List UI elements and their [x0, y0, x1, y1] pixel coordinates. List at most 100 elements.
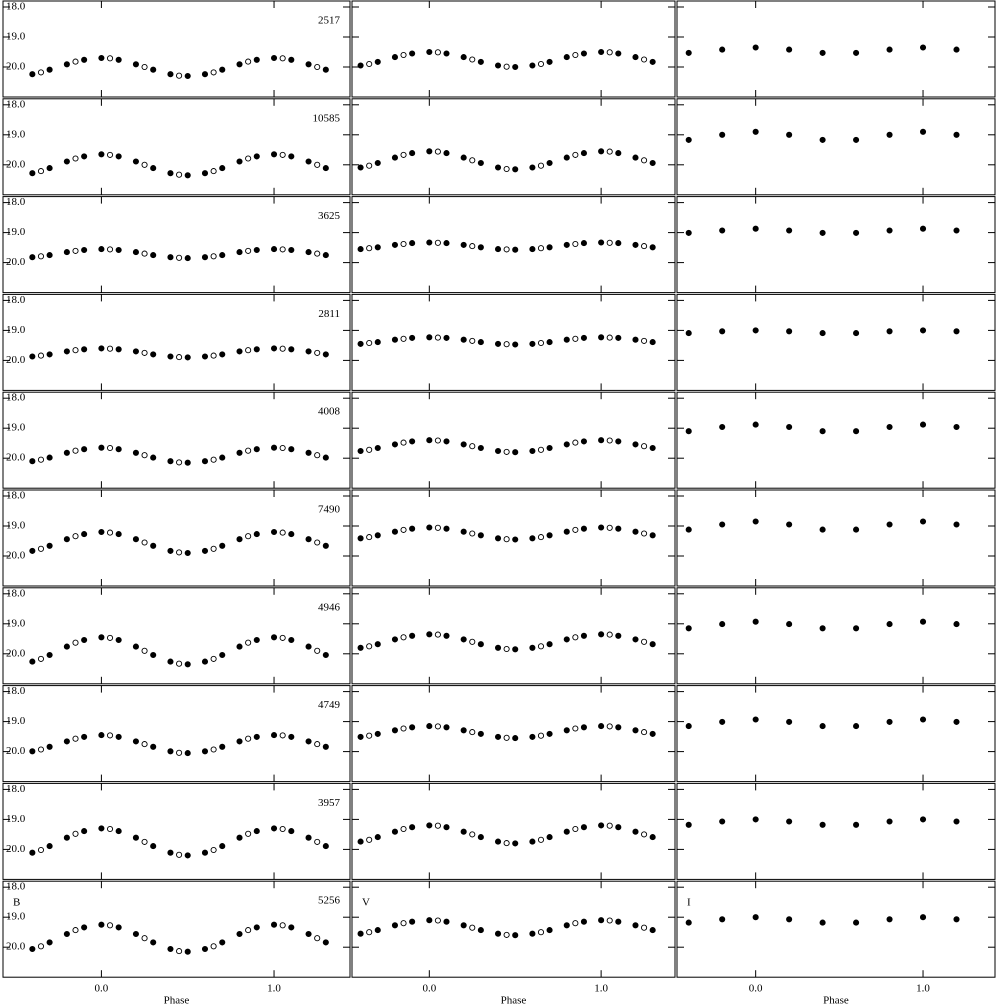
data-point — [167, 353, 174, 360]
data-point — [460, 154, 467, 161]
data-point — [374, 927, 381, 934]
data-point — [494, 535, 502, 542]
data-point — [786, 423, 793, 431]
data-point — [81, 828, 88, 835]
data-point — [141, 741, 148, 748]
band-label: V — [362, 897, 370, 909]
data-point — [115, 924, 122, 931]
data-point — [572, 335, 579, 342]
data-point — [245, 347, 252, 354]
data-point — [279, 246, 286, 253]
data-point — [245, 247, 252, 254]
data-point — [279, 345, 286, 352]
data-point — [685, 821, 692, 828]
panel-frame — [676, 587, 996, 685]
data-point — [141, 250, 148, 257]
data-point — [786, 46, 793, 53]
data-point — [314, 647, 321, 654]
data-point — [572, 920, 579, 927]
data-point — [72, 533, 79, 540]
data-point — [184, 750, 191, 757]
data-point — [460, 54, 467, 61]
data-point — [649, 641, 656, 648]
data-point — [322, 454, 329, 461]
data-point — [314, 935, 321, 942]
data-point — [132, 61, 139, 68]
data-point — [184, 852, 191, 859]
y-tick-label: 18.0 — [6, 98, 26, 110]
data-point — [598, 631, 605, 638]
data-point — [494, 246, 502, 253]
data-point — [357, 535, 364, 542]
data-point — [400, 51, 407, 59]
data-point — [580, 824, 587, 831]
data-point — [460, 727, 467, 734]
data-point — [494, 340, 502, 347]
data-point — [606, 437, 613, 444]
data-point — [426, 524, 433, 531]
data-point — [288, 924, 295, 931]
data-point — [685, 49, 692, 56]
data-point — [29, 170, 36, 177]
data-point — [63, 158, 70, 165]
y-tick-label: 19.0 — [6, 324, 26, 336]
data-point — [236, 834, 243, 841]
data-point — [580, 918, 587, 925]
data-point — [201, 71, 209, 78]
data-point — [434, 334, 441, 341]
data-point — [322, 165, 329, 172]
data-point — [546, 339, 553, 346]
data-point — [210, 846, 217, 854]
data-point — [512, 449, 519, 456]
data-point — [685, 229, 692, 236]
data-point — [141, 349, 148, 356]
panel-frame — [2, 489, 351, 587]
data-point — [374, 244, 381, 251]
data-point — [919, 44, 927, 51]
data-point — [210, 746, 217, 753]
data-point — [434, 239, 441, 246]
data-point — [245, 639, 252, 646]
data-point — [503, 536, 510, 543]
data-point — [615, 50, 622, 57]
data-point — [400, 920, 407, 927]
data-point — [210, 655, 217, 662]
data-point — [29, 71, 36, 78]
data-point — [245, 735, 252, 742]
data-point — [598, 437, 605, 444]
data-point — [615, 918, 622, 925]
data-point — [819, 330, 826, 337]
data-point — [606, 822, 613, 829]
data-point — [409, 824, 416, 831]
y-tick-label: 19.0 — [6, 617, 26, 629]
data-point — [537, 245, 545, 252]
data-point — [400, 151, 407, 158]
data-point — [494, 62, 502, 69]
data-point — [786, 818, 793, 825]
data-point — [270, 825, 278, 832]
data-point — [434, 524, 441, 531]
data-point — [288, 446, 295, 453]
data-point — [853, 330, 860, 337]
data-point — [98, 151, 105, 158]
data-point — [563, 54, 570, 61]
panel-frame — [351, 98, 676, 196]
data-point — [167, 71, 174, 78]
data-point — [106, 732, 114, 739]
data-point — [469, 337, 476, 344]
data-point — [115, 346, 122, 353]
data-point — [391, 828, 399, 835]
data-point — [953, 916, 960, 923]
data-point — [219, 252, 226, 259]
data-point — [37, 352, 45, 359]
data-point — [426, 48, 433, 56]
data-point — [752, 327, 759, 334]
data-point — [632, 828, 639, 835]
data-point — [641, 157, 648, 164]
data-point — [391, 154, 399, 161]
y-tick-label: 19.0 — [6, 911, 26, 923]
data-point — [184, 459, 191, 466]
data-point — [236, 61, 243, 68]
data-point — [443, 150, 450, 157]
data-point — [366, 534, 373, 541]
